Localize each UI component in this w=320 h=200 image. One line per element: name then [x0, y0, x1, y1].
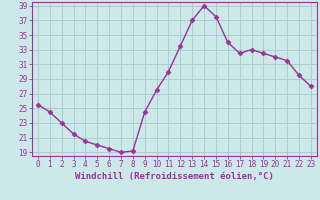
X-axis label: Windchill (Refroidissement éolien,°C): Windchill (Refroidissement éolien,°C) [75, 172, 274, 181]
